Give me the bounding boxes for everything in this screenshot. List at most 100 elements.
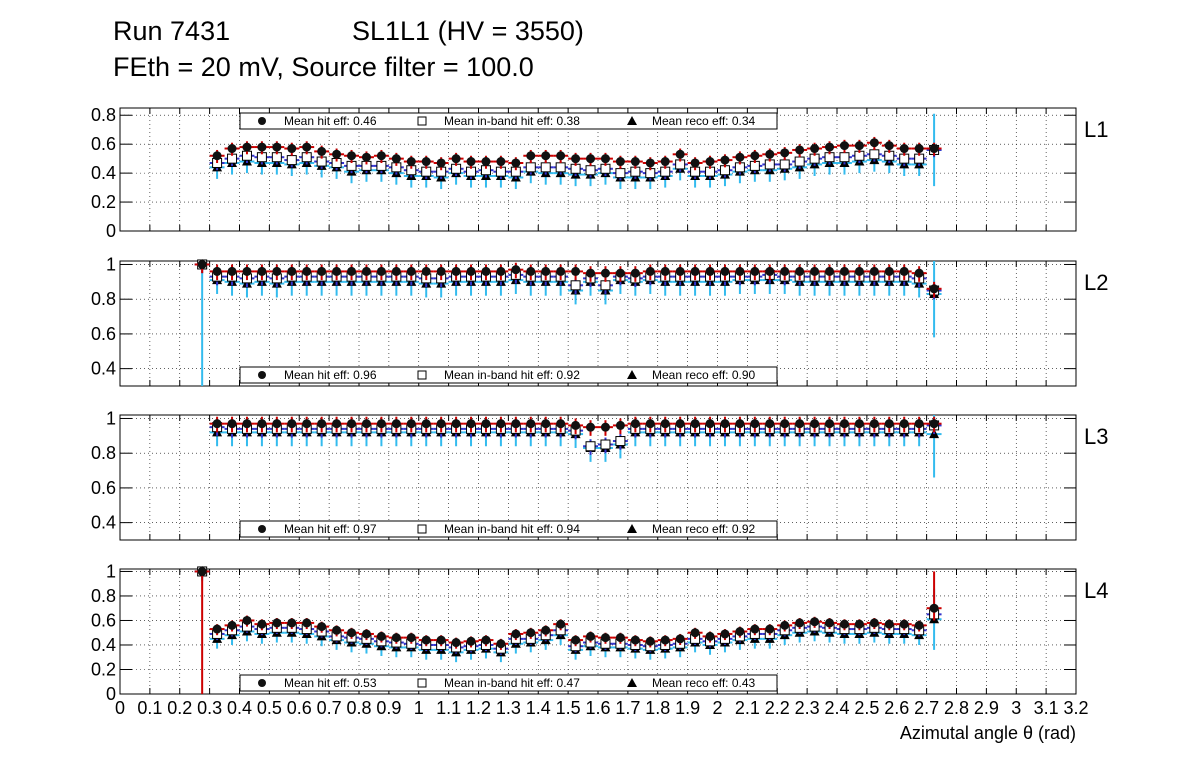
data-point-hit xyxy=(615,268,625,278)
data-point-hit xyxy=(317,146,327,156)
data-point-hit xyxy=(600,633,610,643)
data-point-hit xyxy=(630,635,640,645)
data-point-hit xyxy=(526,419,536,429)
data-point-hit xyxy=(705,631,715,641)
x-tick-label: 0.6 xyxy=(287,698,312,718)
panel-label-L3: L3 xyxy=(1084,424,1108,449)
data-point-hit xyxy=(376,419,386,429)
data-point-hit xyxy=(242,266,252,276)
data-point-hit xyxy=(571,635,581,645)
data-point-hit xyxy=(406,157,416,167)
data-point-hit xyxy=(660,157,670,167)
data-point-hit xyxy=(302,419,312,429)
data-point-hit xyxy=(854,419,864,429)
data-point-hit xyxy=(884,141,894,151)
data-point-hit xyxy=(645,636,655,646)
legend-hit-label: Mean hit eff: 0.53 xyxy=(284,676,377,690)
x-tick-label: 2.9 xyxy=(974,698,999,718)
data-point-hit xyxy=(854,619,864,629)
x-tick-label: 0.9 xyxy=(376,698,401,718)
data-point-hit xyxy=(690,266,700,276)
data-point-hit xyxy=(317,266,327,276)
data-point-hit xyxy=(810,617,820,627)
legend-inband-label: Mean in-band hit eff: 0.38 xyxy=(444,114,580,128)
data-point-hit xyxy=(511,158,521,168)
legend-marker-hit xyxy=(258,117,266,125)
data-point-hit xyxy=(660,266,670,276)
x-tick-label: 0.8 xyxy=(346,698,371,718)
data-point-hit xyxy=(317,419,327,429)
data-point-inband xyxy=(600,439,611,450)
x-tick-label: 1.2 xyxy=(466,698,491,718)
y-tick-label: 0.8 xyxy=(91,586,116,606)
data-point-hit xyxy=(795,419,805,429)
data-point-hit xyxy=(556,419,566,429)
data-point-hit xyxy=(511,629,521,639)
data-point-hit xyxy=(391,633,401,643)
data-point-hit xyxy=(765,266,775,276)
data-point-hit xyxy=(839,419,849,429)
legend-inband-label: Mean in-band hit eff: 0.92 xyxy=(444,368,580,382)
legend-marker-reco xyxy=(627,524,637,533)
x-tick-label: 2.8 xyxy=(944,698,969,718)
legend-marker-reco xyxy=(627,678,637,687)
data-point-inband xyxy=(839,152,850,163)
data-point-hit xyxy=(735,152,745,162)
data-point-hit xyxy=(481,635,491,645)
data-point-hit xyxy=(839,266,849,276)
x-tick-label: 1 xyxy=(414,698,424,718)
y-tick-label: 0.6 xyxy=(91,610,116,630)
data-point-hit xyxy=(451,154,461,164)
y-tick-label: 0.6 xyxy=(91,324,116,344)
data-point-hit xyxy=(795,266,805,276)
data-point-hit xyxy=(526,266,536,276)
title-run: Run 7431 xyxy=(113,16,231,46)
x-tick-label: 1.7 xyxy=(615,698,640,718)
data-point-inband xyxy=(600,280,611,291)
data-point-hit xyxy=(586,631,596,641)
data-point-hit xyxy=(227,620,237,630)
data-point-hit xyxy=(376,631,386,641)
data-point-hit xyxy=(511,419,521,429)
data-point-hit xyxy=(586,268,596,278)
legend-hit-label: Mean hit eff: 0.97 xyxy=(284,522,377,536)
legend-reco-label: Mean reco eff: 0.34 xyxy=(652,114,756,128)
legend-reco-label: Mean reco eff: 0.90 xyxy=(652,368,756,382)
legend-marker-inband xyxy=(417,116,427,126)
data-point-hit xyxy=(212,624,222,634)
data-point-hit xyxy=(556,266,566,276)
title-chamber: SL1L1 (HV = 3550) xyxy=(352,16,584,46)
x-tick-label: 0.1 xyxy=(137,698,162,718)
data-point-hit xyxy=(526,628,536,638)
data-point-hit xyxy=(795,145,805,155)
legend-hit-label: Mean hit eff: 0.96 xyxy=(284,368,377,382)
data-point-hit xyxy=(660,635,670,645)
x-tick-label: 2.7 xyxy=(914,698,939,718)
data-point-hit xyxy=(347,151,357,161)
data-point-hit xyxy=(451,638,461,648)
data-point-hit xyxy=(541,625,551,635)
data-point-hit xyxy=(347,419,357,429)
x-tick-label: 2.5 xyxy=(854,698,879,718)
data-point-hit xyxy=(541,151,551,161)
data-point-hit xyxy=(197,259,207,269)
legend-box xyxy=(239,112,778,130)
y-tick-label: 0.4 xyxy=(91,513,116,533)
y-tick-label: 0 xyxy=(106,221,116,241)
data-point-inband xyxy=(570,280,581,291)
data-point-hit xyxy=(600,268,610,278)
data-point-hit xyxy=(332,149,342,159)
data-point-hit xyxy=(421,635,431,645)
data-point-hit xyxy=(720,266,730,276)
data-point-hit xyxy=(839,619,849,629)
data-point-hit xyxy=(735,627,745,636)
x-tick-label: 1.1 xyxy=(436,698,461,718)
legend-reco-label: Mean reco eff: 0.92 xyxy=(652,522,756,536)
x-tick-label: 3.2 xyxy=(1063,698,1088,718)
data-point-hit xyxy=(481,266,491,276)
x-tick-label: 1.6 xyxy=(585,698,610,718)
data-point-hit xyxy=(347,628,357,638)
y-tick-label: 1 xyxy=(106,254,116,274)
x-tick-label: 0 xyxy=(115,698,125,718)
